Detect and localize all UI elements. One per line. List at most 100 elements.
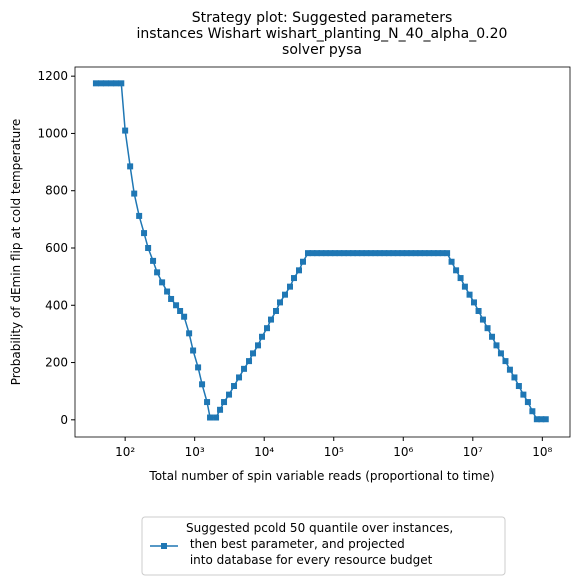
marker [159, 279, 166, 286]
marker [444, 250, 451, 257]
marker [457, 275, 464, 282]
marker [204, 399, 211, 406]
x-tick-label: 10⁸ [532, 445, 552, 459]
x-tick-label: 10⁶ [393, 445, 413, 459]
marker [475, 307, 482, 314]
marker [207, 414, 214, 421]
marker [435, 250, 442, 257]
marker [168, 295, 175, 302]
marker [538, 416, 545, 423]
marker [412, 250, 419, 257]
marker [318, 250, 325, 257]
marker [394, 250, 401, 257]
marker [118, 80, 125, 87]
y-tick-label: 0 [60, 413, 68, 427]
marker [264, 325, 271, 332]
marker [322, 250, 329, 257]
y-tick-label: 600 [45, 241, 68, 255]
marker [376, 250, 383, 257]
marker [381, 250, 388, 257]
marker [108, 80, 115, 87]
legend-label: Suggested pcold 50 quantile over instanc… [186, 521, 453, 567]
marker [255, 342, 262, 349]
marker [524, 399, 531, 406]
x-axis-label: Total number of spin variable reads (pro… [148, 469, 494, 483]
marker [309, 250, 316, 257]
marker [497, 350, 504, 357]
marker [511, 374, 518, 381]
legend-box [141, 516, 506, 576]
marker [304, 250, 311, 257]
marker [273, 307, 280, 314]
marker [336, 250, 343, 257]
x-tick-label: 10⁷ [463, 445, 483, 459]
x-tick-label: 10⁵ [324, 445, 344, 459]
marker [296, 267, 303, 274]
marker [520, 391, 527, 398]
marker [479, 316, 486, 323]
marker [453, 267, 460, 274]
marker [277, 299, 284, 306]
marker [484, 325, 491, 332]
marker [190, 347, 197, 354]
marker [506, 366, 513, 373]
x-tick-label: 10⁴ [254, 445, 274, 459]
marker [327, 250, 334, 257]
y-tick-label: 1000 [37, 126, 68, 140]
marker [345, 250, 352, 257]
x-tick-label: 10³ [185, 445, 205, 459]
marker [102, 80, 109, 87]
marker [313, 250, 320, 257]
marker [92, 80, 99, 87]
marker [291, 275, 298, 282]
marker [145, 244, 152, 251]
marker [136, 212, 143, 219]
marker [287, 283, 294, 290]
marker [221, 399, 228, 406]
marker [417, 250, 424, 257]
marker [493, 342, 500, 349]
marker [403, 250, 410, 257]
y-tick-label: 1200 [37, 69, 68, 83]
marker [122, 127, 129, 134]
y-tick-label: 800 [45, 184, 68, 198]
marker [542, 416, 549, 423]
marker [399, 250, 406, 257]
marker [349, 250, 356, 257]
marker [367, 250, 374, 257]
marker [98, 80, 105, 87]
marker [430, 250, 437, 257]
marker [231, 383, 238, 390]
marker [164, 288, 171, 295]
marker [461, 283, 468, 290]
marker [141, 230, 148, 237]
marker [358, 250, 365, 257]
marker [299, 258, 306, 265]
plot-frame [74, 66, 571, 438]
marker [533, 416, 540, 423]
marker [408, 250, 415, 257]
marker [154, 269, 161, 276]
marker [241, 365, 248, 372]
marker [259, 333, 266, 340]
marker [186, 330, 193, 337]
marker [331, 250, 338, 257]
marker [448, 258, 455, 265]
marker [372, 250, 379, 257]
marker [236, 374, 243, 381]
marker [217, 406, 224, 413]
legend-marker [161, 543, 167, 549]
marker [515, 383, 522, 390]
marker [385, 250, 392, 257]
marker [131, 190, 138, 197]
marker [246, 358, 253, 365]
marker [421, 250, 428, 257]
x-tick-label: 10² [115, 445, 135, 459]
marker [529, 408, 536, 415]
marker [250, 350, 257, 357]
marker [268, 316, 275, 323]
marker [150, 257, 157, 264]
marker [470, 299, 477, 306]
marker [489, 333, 496, 340]
